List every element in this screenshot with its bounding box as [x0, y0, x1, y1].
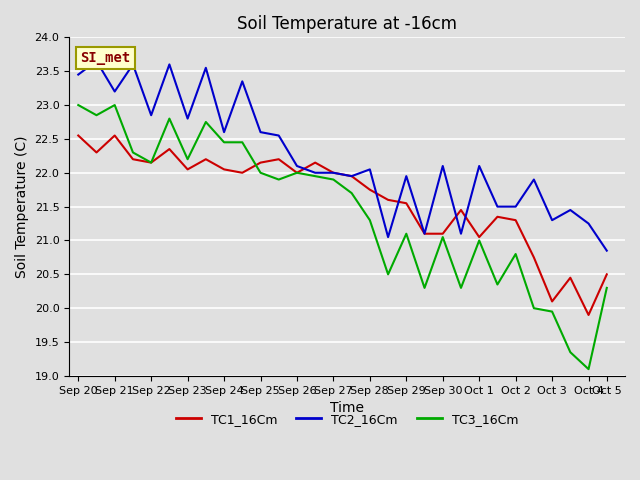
TC3_16Cm	[275, 177, 283, 182]
TC3_16Cm	[603, 285, 611, 291]
TC2_16Cm	[220, 129, 228, 135]
TC2_16Cm	[293, 163, 301, 169]
Text: SI_met: SI_met	[80, 51, 131, 65]
TC3_16Cm	[493, 282, 501, 288]
TC1_16Cm	[348, 173, 355, 179]
X-axis label: Time: Time	[330, 401, 364, 415]
TC2_16Cm	[275, 132, 283, 138]
TC2_16Cm	[566, 207, 574, 213]
TC3_16Cm	[530, 305, 538, 311]
TC2_16Cm	[420, 231, 428, 237]
TC3_16Cm	[166, 116, 173, 121]
TC3_16Cm	[184, 156, 191, 162]
TC1_16Cm	[257, 160, 264, 166]
TC1_16Cm	[493, 214, 501, 220]
TC3_16Cm	[93, 112, 100, 118]
TC1_16Cm	[403, 200, 410, 206]
TC1_16Cm	[530, 254, 538, 260]
TC1_16Cm	[548, 299, 556, 304]
TC2_16Cm	[530, 177, 538, 182]
TC2_16Cm	[585, 221, 593, 227]
TC1_16Cm	[129, 156, 137, 162]
TC1_16Cm	[512, 217, 520, 223]
TC3_16Cm	[476, 238, 483, 243]
TC1_16Cm	[439, 231, 447, 237]
TC2_16Cm	[493, 204, 501, 209]
TC1_16Cm	[275, 156, 283, 162]
TC1_16Cm	[202, 156, 210, 162]
TC1_16Cm	[566, 275, 574, 281]
Line: TC1_16Cm: TC1_16Cm	[78, 135, 607, 315]
TC1_16Cm	[74, 132, 82, 138]
TC1_16Cm	[420, 231, 428, 237]
TC2_16Cm	[166, 61, 173, 67]
TC3_16Cm	[202, 119, 210, 125]
Title: Soil Temperature at -16cm: Soil Temperature at -16cm	[237, 15, 457, 33]
TC3_16Cm	[366, 217, 374, 223]
TC2_16Cm	[74, 72, 82, 77]
TC1_16Cm	[384, 197, 392, 203]
TC3_16Cm	[220, 139, 228, 145]
TC1_16Cm	[93, 150, 100, 156]
TC2_16Cm	[129, 61, 137, 67]
TC2_16Cm	[348, 173, 355, 179]
TC1_16Cm	[603, 272, 611, 277]
TC3_16Cm	[239, 139, 246, 145]
TC2_16Cm	[476, 163, 483, 169]
TC1_16Cm	[366, 187, 374, 192]
TC1_16Cm	[585, 312, 593, 318]
TC3_16Cm	[348, 190, 355, 196]
Legend: TC1_16Cm, TC2_16Cm, TC3_16Cm: TC1_16Cm, TC2_16Cm, TC3_16Cm	[171, 408, 523, 431]
TC2_16Cm	[548, 217, 556, 223]
TC1_16Cm	[311, 160, 319, 166]
TC2_16Cm	[202, 65, 210, 71]
TC3_16Cm	[384, 272, 392, 277]
TC2_16Cm	[239, 78, 246, 84]
TC2_16Cm	[439, 163, 447, 169]
TC1_16Cm	[220, 167, 228, 172]
TC2_16Cm	[366, 167, 374, 172]
TC1_16Cm	[111, 132, 118, 138]
TC1_16Cm	[293, 170, 301, 176]
TC1_16Cm	[184, 167, 191, 172]
TC2_16Cm	[603, 248, 611, 253]
TC2_16Cm	[311, 170, 319, 176]
TC3_16Cm	[311, 173, 319, 179]
TC1_16Cm	[166, 146, 173, 152]
TC2_16Cm	[147, 112, 155, 118]
TC3_16Cm	[293, 170, 301, 176]
TC1_16Cm	[476, 234, 483, 240]
TC2_16Cm	[384, 234, 392, 240]
TC3_16Cm	[439, 234, 447, 240]
TC2_16Cm	[457, 231, 465, 237]
TC3_16Cm	[512, 251, 520, 257]
TC3_16Cm	[147, 160, 155, 166]
TC3_16Cm	[74, 102, 82, 108]
TC2_16Cm	[403, 173, 410, 179]
TC2_16Cm	[184, 116, 191, 121]
TC3_16Cm	[129, 150, 137, 156]
TC1_16Cm	[330, 170, 337, 176]
TC3_16Cm	[257, 170, 264, 176]
TC3_16Cm	[330, 177, 337, 182]
TC3_16Cm	[111, 102, 118, 108]
TC3_16Cm	[585, 366, 593, 372]
TC1_16Cm	[147, 160, 155, 166]
TC3_16Cm	[566, 349, 574, 355]
TC3_16Cm	[420, 285, 428, 291]
TC2_16Cm	[330, 170, 337, 176]
TC2_16Cm	[93, 58, 100, 64]
TC2_16Cm	[257, 129, 264, 135]
TC2_16Cm	[111, 89, 118, 95]
TC1_16Cm	[239, 170, 246, 176]
TC2_16Cm	[512, 204, 520, 209]
Line: TC2_16Cm: TC2_16Cm	[78, 61, 607, 251]
TC3_16Cm	[457, 285, 465, 291]
Y-axis label: Soil Temperature (C): Soil Temperature (C)	[15, 135, 29, 278]
TC3_16Cm	[403, 231, 410, 237]
Line: TC3_16Cm: TC3_16Cm	[78, 105, 607, 369]
TC1_16Cm	[457, 207, 465, 213]
TC3_16Cm	[548, 309, 556, 314]
